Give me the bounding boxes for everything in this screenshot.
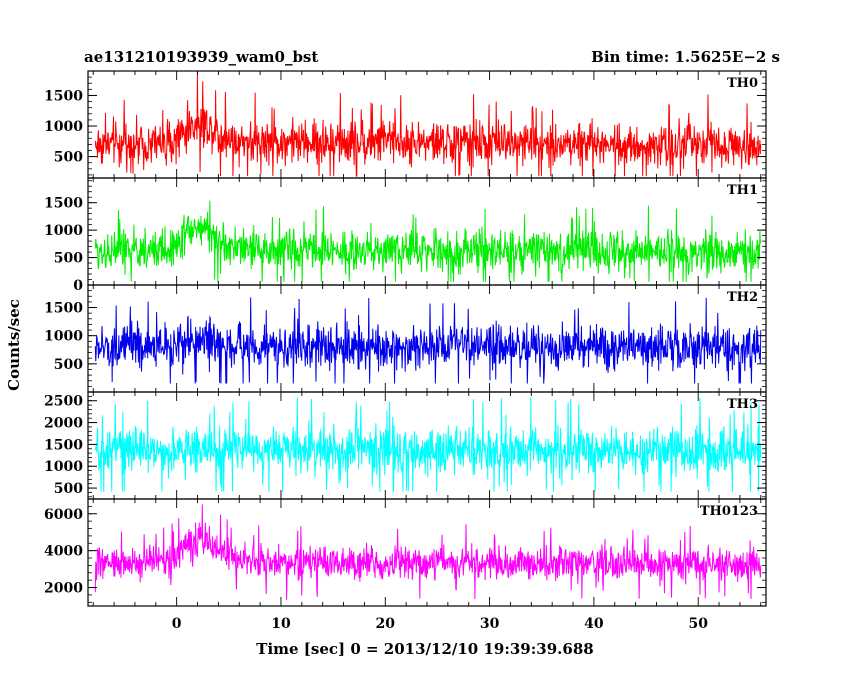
x-axis-title: Time [sec] 0 = 2013/12/10 19:39:39.688 xyxy=(256,640,593,658)
y-tick-label: 6000 xyxy=(44,507,83,523)
y-tick-label: 1000 xyxy=(44,459,83,475)
y-tick-label: 2000 xyxy=(44,416,83,432)
header-left-title: ae131210193939_wam0_bst xyxy=(84,48,318,66)
series-line-th3 xyxy=(94,397,762,493)
y-tick-label: 2500 xyxy=(44,394,83,410)
y-tick-label: 1500 xyxy=(44,437,83,453)
y-tick-label: 4000 xyxy=(44,544,83,560)
x-tick-label: 20 xyxy=(376,616,396,632)
panel-label-th2: TH2 xyxy=(727,290,758,305)
x-tick-label: 30 xyxy=(480,616,500,632)
y-tick-label: 500 xyxy=(54,150,83,166)
panel-label-th0: TH0 xyxy=(727,76,758,91)
panel-th0123: 2000 4000 6000 TH0123 xyxy=(44,498,767,607)
y-tick-label: 500 xyxy=(54,251,83,267)
panel-label-th1: TH1 xyxy=(727,183,758,198)
header-bin-time: Bin time: 1.5625E−2 s xyxy=(591,48,780,66)
y-tick-label: 2000 xyxy=(44,581,83,597)
panel-label-th3: TH3 xyxy=(727,397,758,412)
y-tick-label: 1500 xyxy=(44,88,83,104)
y-tick-label: 1000 xyxy=(44,329,83,345)
x-tick-label: 40 xyxy=(584,616,604,632)
x-tick-label: 0 xyxy=(172,616,182,632)
y-tick-label: 0 xyxy=(73,278,83,294)
x-tick-label: 10 xyxy=(271,616,291,632)
panel-th1: 0 500 1000 1500 TH1 xyxy=(44,177,767,294)
y-tick-label: 500 xyxy=(54,357,83,373)
series-line-th2 xyxy=(94,297,762,384)
y-tick-label: 1500 xyxy=(44,196,83,212)
x-axis: 0 10 20 30 40 50 xyxy=(172,616,708,632)
series-line-th1 xyxy=(94,200,762,282)
panel-th0: 500 1000 1500 TH0 xyxy=(44,70,767,179)
panel-th2: 500 1000 1500 TH2 xyxy=(44,284,767,393)
x-tick-label: 50 xyxy=(688,616,708,632)
y-tick-label: 1500 xyxy=(44,301,83,317)
panel-label-th0123: TH0123 xyxy=(700,504,758,519)
y-tick-label: 1000 xyxy=(44,119,83,135)
series-line-th0 xyxy=(94,72,762,177)
series-line-th0123 xyxy=(94,504,762,600)
panel-th3: 500 1000 1500 2000 2500 TH3 xyxy=(44,391,767,500)
y-axis-title: Counts/sec xyxy=(5,299,23,391)
y-tick-label: 500 xyxy=(54,481,83,497)
panels-group: 500 1000 1500 TH0 0 500 1000 1500 TH1 500 1000 1500… xyxy=(44,70,767,607)
y-tick-label: 1000 xyxy=(44,223,83,239)
